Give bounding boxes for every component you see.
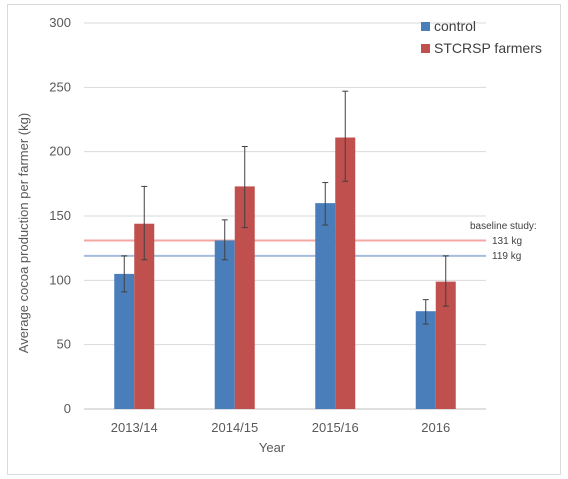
error-bar-control-3 xyxy=(422,299,429,325)
bar-stcrsp-2 xyxy=(335,137,356,409)
baseline-annotation-title: baseline study: xyxy=(470,221,537,232)
y-tick-label-50: 50 xyxy=(57,337,71,352)
bar-control-2 xyxy=(315,203,336,409)
x-tick-label-0: 2013/14 xyxy=(111,420,158,435)
y-axis-title: Average cocoa production per farmer (kg) xyxy=(16,113,31,353)
error-bar-stcrsp-1 xyxy=(241,146,248,229)
error-bar-stcrsp-3 xyxy=(442,255,449,307)
x-tick-label-3: 2016 xyxy=(421,420,450,435)
y-tick-label-150: 150 xyxy=(49,208,71,223)
legend-label-control: control xyxy=(434,18,476,34)
y-tick-label-200: 200 xyxy=(49,144,71,159)
bar-stcrsp-1 xyxy=(234,186,255,409)
x-axis-title: Year xyxy=(259,440,286,455)
y-tick-label-0: 0 xyxy=(64,401,71,416)
bar-control-1 xyxy=(214,240,235,409)
error-bar-stcrsp-2 xyxy=(342,90,349,182)
error-bar-control-1 xyxy=(221,219,228,261)
legend-label-stcrsp: STCRSP farmers xyxy=(434,40,542,56)
error-bars-group xyxy=(121,90,449,325)
bar-control-0 xyxy=(114,273,135,409)
y-tick-label-250: 250 xyxy=(49,79,71,94)
error-bar-stcrsp-0 xyxy=(141,185,148,261)
legend-swatch-control xyxy=(421,22,430,31)
legend: control STCRSP farmers xyxy=(421,18,542,56)
bar-control-3 xyxy=(415,311,436,409)
error-bar-control-0 xyxy=(121,255,128,293)
x-axis-ticks: 2013/14 2014/15 2015/16 2016 xyxy=(111,420,450,435)
bar-stcrsp-3 xyxy=(435,281,456,409)
bar-stcrsp-0 xyxy=(134,223,155,409)
legend-swatch-stcrsp xyxy=(421,44,430,53)
y-tick-label-100: 100 xyxy=(49,272,71,287)
y-axis-ticks: 0 50 100 150 200 250 300 xyxy=(49,15,71,416)
bars-group xyxy=(114,137,456,409)
baseline-label-131: 131 kg xyxy=(492,236,522,247)
error-bar-control-2 xyxy=(322,182,329,226)
x-tick-label-1: 2014/15 xyxy=(211,420,258,435)
y-tick-label-300: 300 xyxy=(49,15,71,30)
baseline-label-119: 119 kg xyxy=(492,251,521,262)
x-tick-label-2: 2015/16 xyxy=(312,420,359,435)
